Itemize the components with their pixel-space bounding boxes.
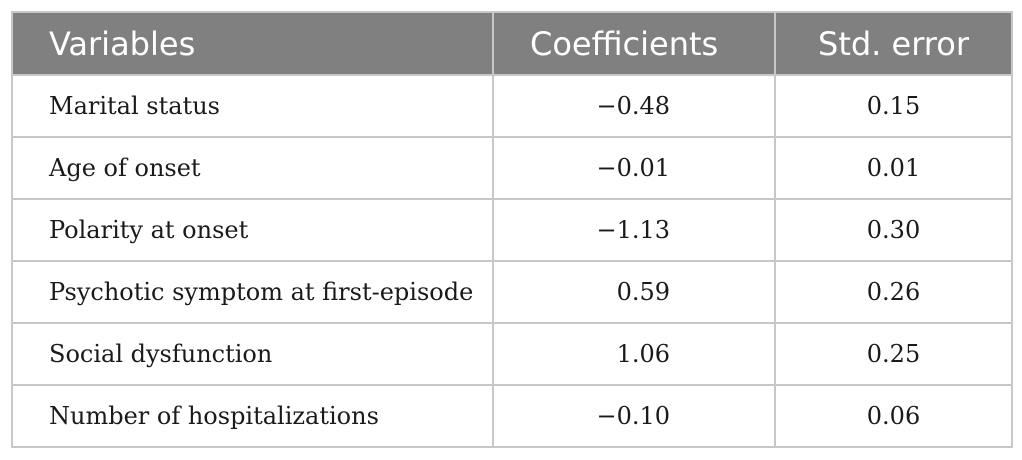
variable-cell: Age of onset [11,136,494,200]
std-error-cell: 0.06 [774,384,1013,448]
header-std-error: Std. error [774,11,1013,76]
table-row: Marital status −0.48 0.15 [11,74,1013,138]
coefficient-cell: 1.06 [492,322,776,386]
coefficient-cell: −0.01 [492,136,776,200]
table-body: Marital status −0.48 0.15 Age of onset −… [11,74,1013,448]
coefficient-cell: −0.10 [492,384,776,448]
variable-cell: Social dysfunction [11,322,494,386]
variable-cell: Number of hospitalizations [11,384,494,448]
variable-cell: Polarity at onset [11,198,494,262]
header-variables: Variables [11,11,494,76]
std-error-cell: 0.30 [774,198,1013,262]
std-error-cell: 0.15 [774,74,1013,138]
table-row: Number of hospitalizations −0.10 0.06 [11,384,1013,448]
coefficient-cell: −1.13 [492,198,776,262]
std-error-cell: 0.26 [774,260,1013,324]
variable-cell: Psychotic symptom at first-episode [11,260,494,324]
table-row: Age of onset −0.01 0.01 [11,136,1013,200]
regression-table: Variables Coefficients Std. error Marita… [11,11,1013,448]
header-row: Variables Coefficients Std. error [11,11,1013,76]
std-error-cell: 0.01 [774,136,1013,200]
coefficient-cell: 0.59 [492,260,776,324]
std-error-cell: 0.25 [774,322,1013,386]
variable-cell: Marital status [11,74,494,138]
table-row: Polarity at onset −1.13 0.30 [11,198,1013,262]
table-row: Social dysfunction 1.06 0.25 [11,322,1013,386]
coefficient-cell: −0.48 [492,74,776,138]
header-coefficients: Coefficients [492,11,776,76]
table-header: Variables Coefficients Std. error [11,11,1013,76]
table-row: Psychotic symptom at first-episode 0.59 … [11,260,1013,324]
